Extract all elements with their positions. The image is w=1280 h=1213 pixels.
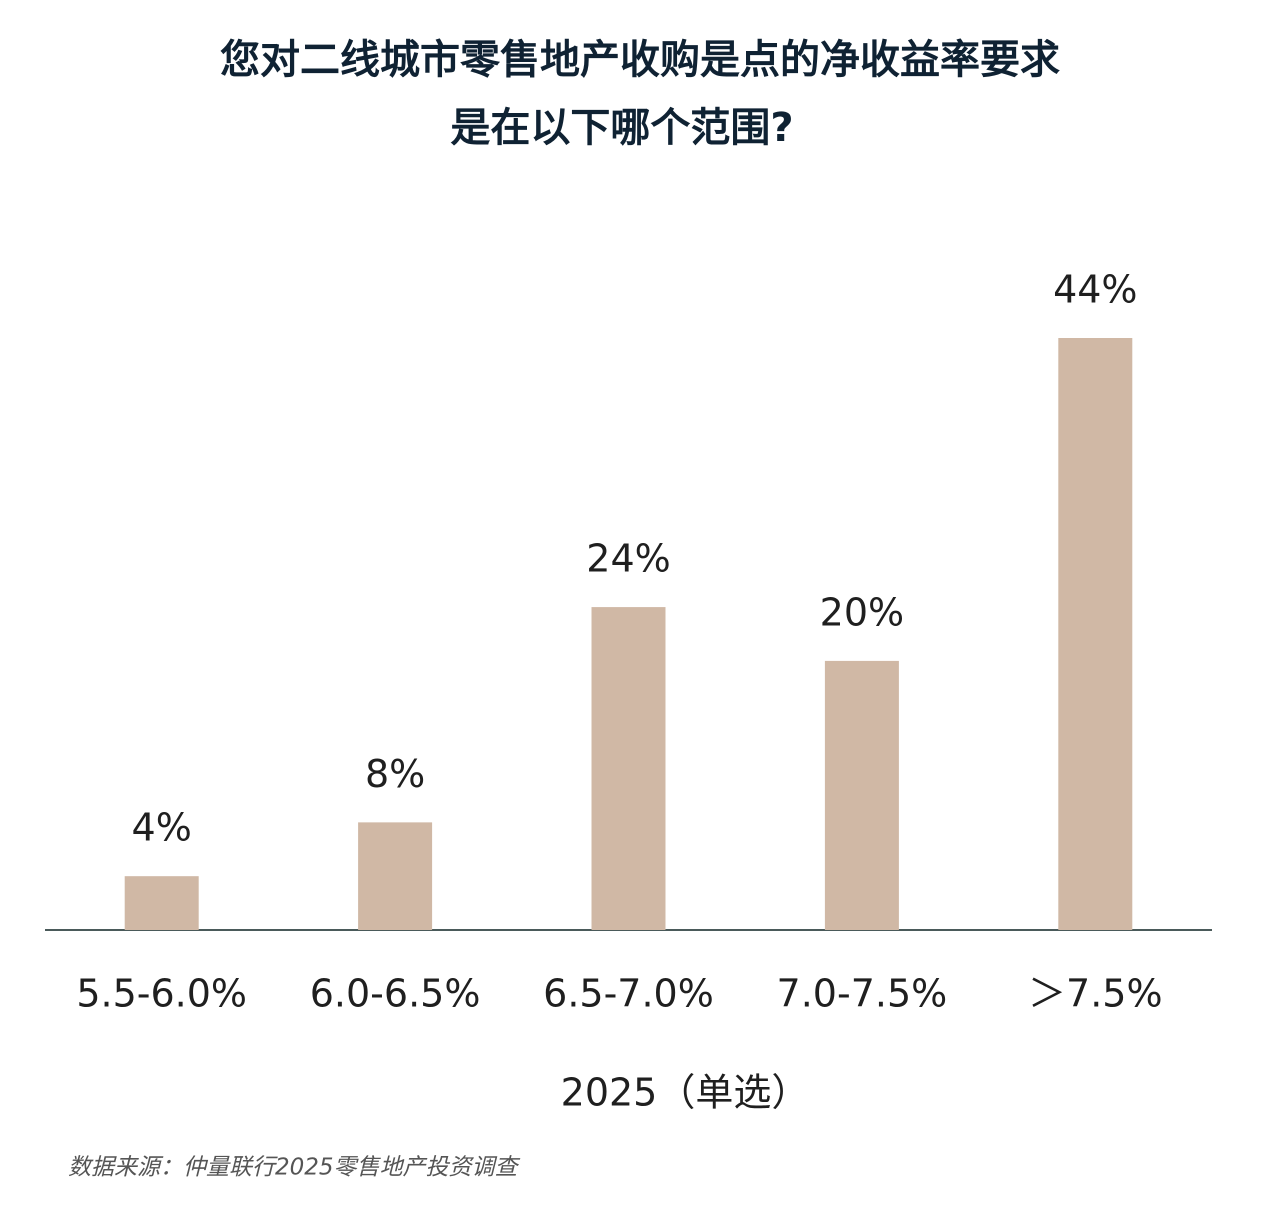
x-axis-title: 2025（单选） (561, 1071, 810, 1115)
source-note: 数据来源：仲量联行2025零售地产投资调查 (68, 1155, 521, 1181)
bar (358, 822, 433, 930)
value-label: 8% (365, 752, 425, 796)
value-label: 4% (132, 806, 192, 850)
value-label: 20% (820, 590, 904, 634)
bar (124, 876, 199, 930)
x-tick-label: 6.0-6.5% (310, 972, 481, 1016)
chart-title: 您对二线城市零售地产收购是点的净收益率要求 (220, 37, 1060, 83)
x-tick-label: 5.5-6.0% (76, 972, 247, 1016)
x-tick-label: 6.5-7.0% (543, 972, 714, 1016)
value-label: 44% (1053, 268, 1137, 312)
bar (824, 660, 899, 930)
x-tick-label: 7.0-7.5% (777, 972, 948, 1016)
bar (1058, 338, 1133, 930)
x-tick-label: ＞7.5% (1028, 972, 1163, 1016)
chart-title: 是在以下哪个范围? (450, 105, 793, 151)
bar (591, 607, 666, 930)
value-label: 24% (586, 537, 670, 581)
